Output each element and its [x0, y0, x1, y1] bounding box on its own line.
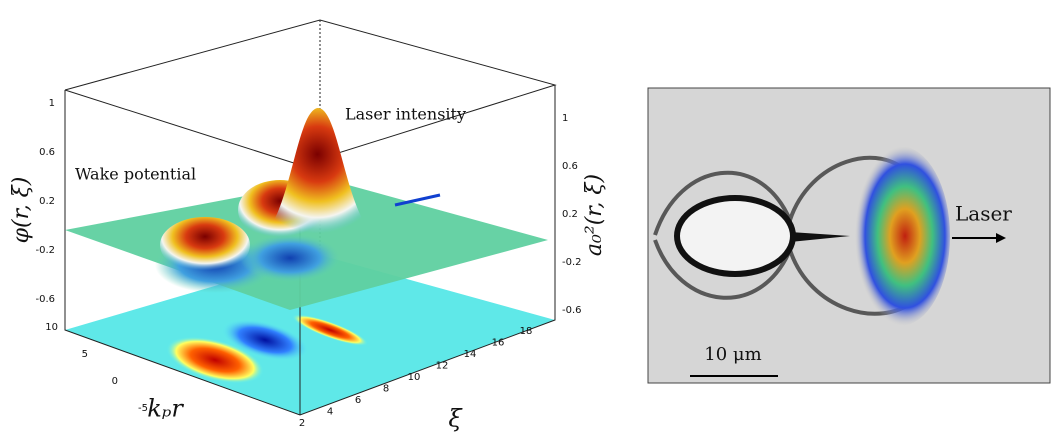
tick-label: -5 — [138, 403, 148, 414]
tick-label: 16 — [492, 338, 505, 349]
laser-trace — [394, 193, 441, 207]
tick-label: 0.2 — [39, 196, 55, 207]
annotation: Wake potential — [75, 165, 196, 184]
box-edge — [64, 19, 557, 166]
tick-label: 0.6 — [39, 147, 55, 158]
axis-label: kₚr — [147, 395, 184, 423]
arrow-head — [996, 233, 1006, 243]
tick-label: 14 — [464, 349, 477, 360]
tick-label: -0.2 — [35, 245, 55, 256]
tick-label: -0.6 — [562, 305, 582, 316]
tick-label: -0.6 — [35, 294, 55, 305]
axis-label: ξ — [448, 405, 463, 433]
axis-label: φ(r, ξ) — [9, 177, 34, 244]
projection-blue — [221, 319, 309, 361]
tick-label: 10 — [408, 372, 421, 383]
tick-label: 6 — [355, 395, 361, 406]
bottom-plane — [65, 255, 555, 415]
tick-label: 0 — [112, 376, 118, 387]
electron-beam — [790, 232, 850, 242]
tick-label: 5 — [82, 349, 88, 360]
annotation: Laser — [955, 202, 1012, 226]
tick-label: 12 — [436, 361, 449, 372]
wake-crest — [160, 217, 250, 273]
tick-label: 1 — [562, 113, 568, 124]
projection-laser — [292, 314, 368, 346]
tick-label: -0.2 — [562, 257, 582, 268]
axis-label: a₀²(r, ξ) — [582, 174, 607, 256]
laser-peak — [255, 108, 380, 240]
simulation-panel: Laser 10 μm — [647, 87, 1051, 384]
label-box — [68, 160, 208, 188]
bubble — [674, 195, 796, 277]
wake-trough — [240, 234, 340, 282]
tick-label: 18 — [520, 326, 533, 337]
tick-label: 1 — [49, 98, 55, 109]
tick-label: 8 — [383, 384, 389, 395]
tick-label: 0.6 — [562, 161, 578, 172]
tick-label: 0.2 — [562, 209, 578, 220]
tick-label: 10 — [45, 322, 58, 333]
tick-label: 4 — [327, 407, 333, 418]
tick-label: 2 — [299, 418, 305, 429]
surface-plot: Wake potential Laser intensity φ(r, ξ) a… — [9, 19, 607, 433]
laser-pulse — [850, 146, 950, 326]
scale-label: 10 μm — [704, 344, 761, 365]
annotation: Laser intensity — [345, 105, 466, 124]
